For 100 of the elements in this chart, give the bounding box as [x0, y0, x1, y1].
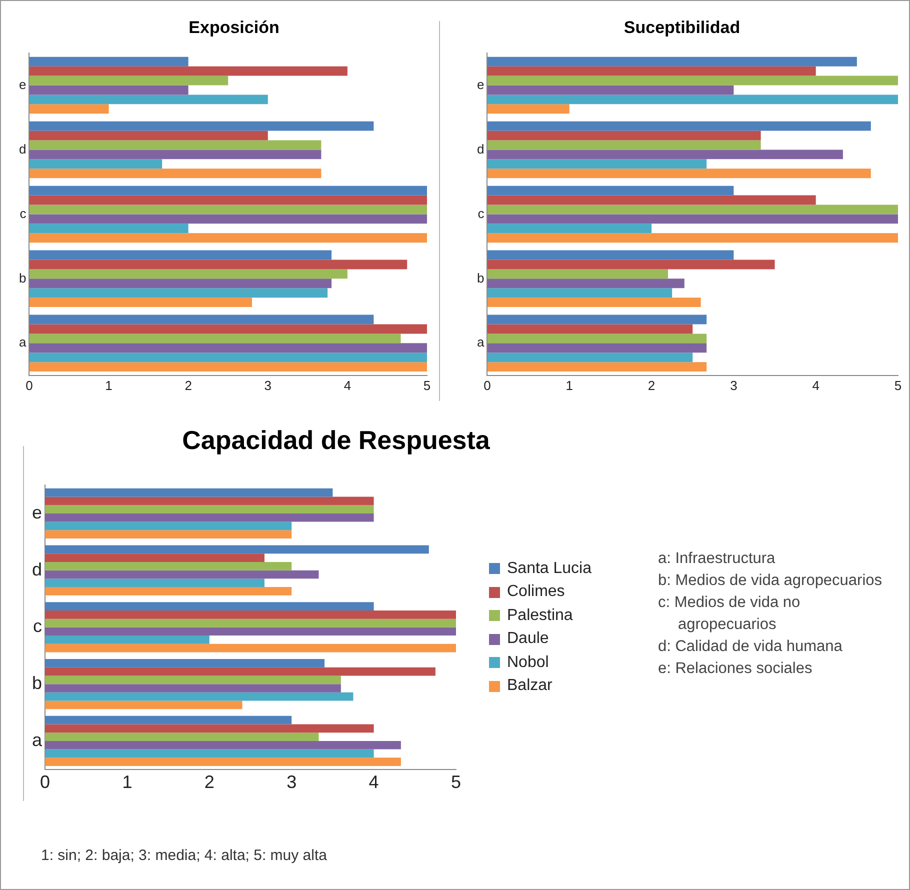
x-tick-label: 2 [204, 772, 214, 792]
chart-title: Suceptibilidad [622, 18, 742, 38]
text: a: Infraestructura [658, 549, 776, 569]
bar [29, 288, 328, 298]
text: d: Calidad de vida humana [658, 637, 844, 657]
x-tick-label: 1 [566, 378, 573, 393]
bar [29, 343, 427, 353]
bar [487, 121, 871, 131]
bar [487, 94, 898, 104]
bar [29, 324, 427, 334]
x-tick-label: 2 [648, 378, 656, 393]
bar [487, 314, 707, 324]
legend-label: Santa Lucia [506, 558, 592, 579]
text: 1: sin; 2: baja; 3: media; 4: alta; 5: muy alta [41, 847, 327, 864]
bar [487, 362, 707, 372]
bar [29, 314, 374, 324]
bar [29, 186, 427, 196]
chart-title: Capacidad de Respuesta [181, 425, 491, 456]
bar [29, 195, 427, 205]
bar [29, 85, 188, 95]
bar [487, 324, 693, 334]
bar [29, 224, 188, 234]
bar [45, 530, 292, 538]
bar [487, 104, 570, 114]
x-tick-label: 4 [812, 378, 820, 393]
y-tick-label: c [33, 616, 42, 636]
bar [487, 85, 734, 95]
y-tick-label: a [32, 730, 43, 750]
bar [45, 513, 374, 522]
bar [29, 269, 348, 279]
bar [45, 570, 319, 579]
bar [487, 288, 672, 298]
x-tick-label: 4 [344, 378, 352, 393]
x-tick-label: 2 [184, 378, 192, 393]
bar [45, 700, 242, 710]
bar [29, 362, 427, 372]
y-tick-label: a [18, 334, 27, 350]
bar [487, 140, 761, 150]
bar [45, 758, 401, 766]
bar [45, 716, 292, 724]
x-tick-label: 1 [122, 772, 132, 792]
bar [487, 224, 652, 234]
x-tick-label: 4 [368, 772, 379, 792]
bar [45, 488, 333, 497]
text: e: Relaciones sociales [658, 659, 814, 679]
legend-label: Daule [506, 629, 550, 650]
bar [45, 667, 436, 676]
bar [29, 298, 252, 308]
bar [45, 602, 374, 611]
x-tick-label: 5 [423, 378, 431, 393]
bar [487, 278, 684, 288]
bar [45, 554, 264, 562]
bar [487, 343, 707, 353]
x-tick-label: 1 [105, 378, 112, 393]
bar [487, 150, 843, 160]
bar [29, 56, 188, 66]
bar [29, 104, 109, 114]
x-tick-label: 3 [730, 378, 738, 393]
bar [45, 684, 341, 692]
bar [487, 168, 871, 178]
bar [45, 562, 292, 570]
bar [487, 352, 693, 362]
y-tick-label: e [476, 76, 484, 92]
bar [487, 56, 857, 66]
x-tick-label: 0 [40, 772, 50, 792]
y-tick-label: c [20, 206, 27, 221]
legend-label: Palestina [506, 606, 574, 626]
x-tick-label: 5 [450, 772, 462, 792]
bar [29, 278, 332, 288]
x-tick-label: 3 [286, 772, 297, 792]
text: b: Medios de vida agropecuarios [658, 571, 884, 591]
bar [487, 334, 707, 344]
bar [29, 168, 322, 178]
bar [487, 233, 898, 243]
bar [29, 66, 348, 76]
bar [29, 159, 162, 169]
bar [45, 578, 264, 588]
legend-label: Colimes [506, 582, 566, 602]
x-tick-label: 3 [264, 378, 272, 393]
bar [487, 76, 898, 86]
bar [45, 505, 374, 514]
y-tick-label: c [478, 206, 485, 221]
legend-label: Balzar [506, 676, 554, 696]
bar [29, 334, 401, 344]
legend-label: Nobol [506, 652, 550, 673]
y-tick-label: b [32, 673, 42, 694]
y-tick-label: e [18, 76, 26, 92]
bar [29, 250, 332, 260]
bar [29, 233, 427, 243]
bar [29, 150, 322, 160]
bar [487, 130, 761, 140]
bar [487, 186, 734, 196]
y-tick-label: e [32, 502, 42, 522]
y-tick-label: d [476, 141, 484, 156]
bar [29, 214, 427, 224]
bar [29, 204, 427, 214]
bar [487, 269, 668, 279]
bar [487, 260, 775, 270]
bar [45, 659, 324, 668]
y-tick-label: d [32, 559, 42, 580]
